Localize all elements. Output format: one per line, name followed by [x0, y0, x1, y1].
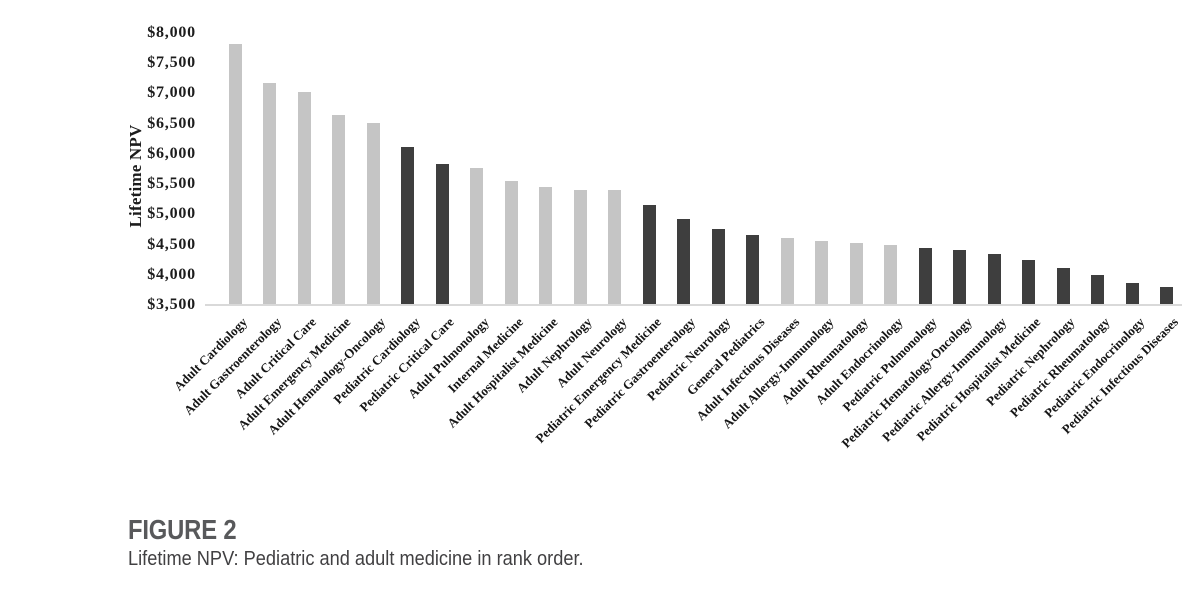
bar-pediatric-emergency-medicine [642, 205, 656, 305]
y-tick-label: $5,500 [147, 175, 196, 193]
bar-adult-emergency-medicine [332, 115, 345, 305]
y-tick-label: $4,500 [147, 235, 196, 253]
bar-pediatric-nephrology [1056, 267, 1070, 305]
figure-label: FIGURE 2 [128, 514, 237, 545]
bar-internal-medicine [504, 180, 518, 305]
bar-adult-rheumatology [849, 242, 863, 305]
x-axis-line [205, 304, 1182, 306]
bar-general-pediatrics [746, 234, 759, 305]
bar-adult-cardiology [228, 43, 242, 305]
bar-pediatric-endocrinology [1125, 283, 1139, 305]
bar-adult-infectious-diseases [780, 237, 794, 305]
figure-caption-text: Lifetime NPV: Pediatric and adult medici… [128, 548, 584, 570]
bar-pediatric-pulmonology [918, 247, 932, 305]
y-tick-label: $3,500 [147, 296, 196, 313]
bar-pediatric-infectious-diseases [1160, 286, 1173, 305]
bar-pediatric-rheumatology [1091, 275, 1104, 305]
y-tick-label: $7,000 [147, 84, 196, 102]
bar-pediatric-hospitalist-medicine [1022, 260, 1035, 305]
bar-adult-endocrinology [884, 245, 897, 305]
bar-adult-pulmonology [470, 167, 483, 305]
bar-pediatric-critical-care [435, 164, 449, 305]
bar-pediatric-cardiology [401, 147, 414, 305]
bar-adult-allergy-immunology [815, 240, 828, 305]
y-tick-label: $6,000 [147, 144, 196, 162]
bar-pediatric-gastroenterology [677, 218, 690, 305]
y-tick-label: $8,000 [147, 24, 196, 41]
bar-pediatric-hematology-oncology [953, 250, 966, 305]
y-tick-label: $5,000 [147, 205, 196, 223]
y-tick-label: $4,000 [147, 265, 196, 283]
bar-pediatric-allergy-immunology [987, 254, 1001, 305]
y-tick-label: $6,500 [147, 114, 196, 132]
bar-adult-nephrology [573, 189, 587, 305]
y-tick-label: $7,500 [147, 54, 196, 72]
bar-adult-gastroenterology [263, 83, 276, 305]
bar-adult-neurology [608, 189, 621, 305]
bar-adult-hospitalist-medicine [539, 187, 552, 305]
bar-adult-hematology-oncology [366, 123, 380, 305]
bar-adult-critical-care [297, 91, 311, 305]
bar-pediatric-neurology [711, 228, 725, 305]
